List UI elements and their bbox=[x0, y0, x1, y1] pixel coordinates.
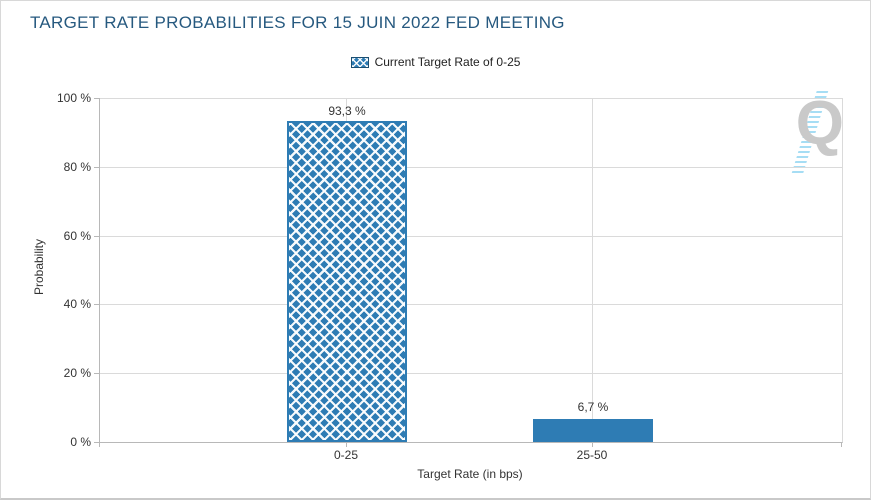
y-tick-mark bbox=[94, 166, 100, 168]
gridline-v-cat2 bbox=[592, 98, 593, 442]
gridline-h-80 bbox=[100, 166, 842, 168]
y-axis-title: Probability bbox=[32, 238, 46, 296]
y-tick-label-100: 100 % bbox=[56, 91, 91, 105]
y-tick-mark bbox=[94, 442, 100, 443]
x-tick-label-0-25: 0-25 bbox=[333, 448, 359, 462]
gridline-h-20 bbox=[100, 373, 842, 375]
y-tick-label-0: 0 % bbox=[70, 435, 91, 449]
y-tick-mark bbox=[94, 373, 100, 375]
y-tick-mark bbox=[94, 304, 100, 306]
y-tick-label-80: 80 % bbox=[63, 160, 91, 174]
watermark: Q bbox=[784, 91, 846, 173]
y-tick-mark bbox=[94, 98, 100, 99]
bar-0-25[interactable]: 93,3 % bbox=[287, 104, 407, 442]
plot-area: 93,3 % 6,7 % bbox=[94, 98, 843, 447]
legend-item-label: Current Target Rate of 0-25 bbox=[374, 55, 521, 69]
x-tick-mark bbox=[99, 442, 100, 447]
gridline-h-100 bbox=[100, 98, 842, 99]
x-tick-mark bbox=[346, 442, 347, 447]
x-tick-mark bbox=[841, 442, 842, 447]
x-tick-label-25-50: 25-50 bbox=[576, 448, 608, 462]
bar-group-0-25: 93,3 % bbox=[287, 98, 407, 442]
y-tick-mark bbox=[94, 235, 100, 237]
y-tick-label-60: 60 % bbox=[63, 229, 91, 243]
watermark-q-letter: Q bbox=[795, 89, 844, 158]
x-tick-mark bbox=[592, 442, 593, 447]
legend-item[interactable]: Current Target Rate of 0-25 bbox=[350, 55, 521, 69]
bar-group-25-50: 6,7 % bbox=[533, 98, 653, 442]
bar-value-label: 6,7 % bbox=[577, 399, 609, 414]
bar-value-label: 93,3 % bbox=[328, 104, 366, 119]
chart-title: TARGET RATE PROBABILITIES FOR 15 JUIN 20… bbox=[30, 13, 565, 32]
gridline-h-60 bbox=[100, 235, 842, 237]
y-tick-label-20: 20 % bbox=[63, 366, 91, 380]
y-tick-label-40: 40 % bbox=[63, 297, 91, 311]
gridline-h-40 bbox=[100, 304, 842, 306]
x-axis-title: Target Rate (in bps) bbox=[417, 467, 523, 481]
legend-swatch-crosshatch-icon bbox=[350, 56, 369, 68]
legend: Current Target Rate of 0-25 bbox=[1, 55, 870, 69]
bar-25-50[interactable]: 6,7 % bbox=[533, 400, 653, 442]
